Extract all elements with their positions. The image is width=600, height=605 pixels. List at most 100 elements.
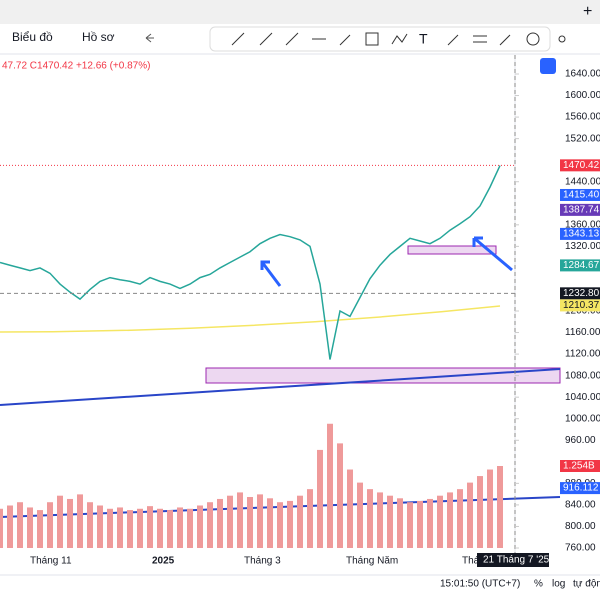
chart-menu[interactable]: Biểu đồ <box>12 30 53 44</box>
volume-bar <box>307 489 313 548</box>
arrow <box>260 260 282 287</box>
volume-bar <box>57 495 63 548</box>
volume-bar <box>77 494 83 548</box>
volume-bar <box>477 476 483 548</box>
volume-bar <box>97 505 103 548</box>
y-tick-label: 1040.00 <box>565 392 600 403</box>
volume-bar <box>407 502 413 548</box>
y-tick-label: 1520.00 <box>565 133 600 144</box>
y-tick-label: 960.00 <box>565 435 596 446</box>
y-tick-label: 1120.00 <box>565 349 600 360</box>
volume-bar <box>257 494 263 548</box>
volume-bar <box>387 495 393 548</box>
crosshair-date-badge <box>477 553 549 567</box>
volume-bar <box>197 505 203 548</box>
volume-bar <box>327 423 333 548</box>
volume-bar <box>177 507 183 548</box>
volume-bar <box>287 500 293 548</box>
y-tick-label: 840.00 <box>565 500 596 511</box>
volume-bar <box>167 510 173 548</box>
price-badge <box>560 203 600 216</box>
price-badge-label: 1232.80 <box>563 288 600 299</box>
volume-bar <box>117 507 123 548</box>
volume-bar <box>397 498 403 548</box>
browser-bar <box>0 0 600 24</box>
price-badge-label: 1284.67 <box>563 260 600 271</box>
auto-scale-button[interactable] <box>540 58 556 74</box>
volume-bar <box>217 498 223 548</box>
volume-bar <box>427 498 433 548</box>
volume-bar <box>47 502 53 548</box>
profile-menu[interactable]: Hồ sơ <box>82 30 115 44</box>
volume-bar <box>317 449 323 548</box>
y-tick-label: 1640.00 <box>565 69 600 80</box>
y-tick-label: 1320.00 <box>565 241 600 252</box>
volume-bar <box>147 506 153 548</box>
volume-bar <box>87 502 93 548</box>
y-tick-label: 1160.00 <box>565 327 600 338</box>
volume-bar <box>207 502 213 548</box>
price-badge-label: 1343.13 <box>563 229 600 240</box>
price-badge <box>560 227 600 240</box>
y-tick-label: 1080.00 <box>565 370 600 381</box>
y-tick-label: 800.00 <box>565 521 596 532</box>
price-badge-label: 1387.74 <box>563 205 600 216</box>
volume-bar <box>67 498 73 548</box>
tool-icons[interactable]: T <box>231 31 566 47</box>
auto-toggle[interactable]: tự độn <box>573 579 600 590</box>
drawing-tools <box>209 26 551 52</box>
undo[interactable] <box>145 33 154 43</box>
volume-bar <box>357 482 363 548</box>
time-label: Tháng 3 <box>244 556 281 567</box>
volume-bar <box>417 500 423 548</box>
trend-line <box>0 368 561 406</box>
volume-bar <box>497 466 503 548</box>
volume-bar <box>7 505 13 548</box>
time-label: 2025 <box>152 556 175 567</box>
y-tick-label: 1440.00 <box>565 176 600 187</box>
volume-bar <box>377 492 383 548</box>
price-badge-label: 1470.42 <box>563 160 600 171</box>
time-label: Tháng Năm <box>346 556 398 567</box>
volume-bar <box>297 495 303 548</box>
zone-box <box>205 367 561 384</box>
price-badge <box>560 188 600 201</box>
volume-bar <box>337 443 343 548</box>
volume-bar <box>237 492 243 548</box>
volume-bar <box>107 508 113 548</box>
price-badge <box>560 299 600 312</box>
arrow <box>472 236 513 272</box>
y-tick-label: 1560.00 <box>565 112 600 123</box>
new-tab[interactable]: + <box>583 3 592 20</box>
volume-bar <box>37 510 43 548</box>
volume-bar <box>187 508 193 548</box>
volume-bar <box>137 508 143 548</box>
volume-bar <box>437 495 443 548</box>
volume-bar <box>27 507 33 548</box>
volume-bar <box>277 502 283 548</box>
volume-bar <box>127 510 133 548</box>
moving-average <box>0 305 501 333</box>
y-tick-label: 1600.00 <box>565 90 600 101</box>
percent-toggle[interactable]: % <box>534 579 543 590</box>
time-axis <box>0 555 600 575</box>
volume-bar <box>447 492 453 548</box>
price-badge <box>560 287 600 300</box>
price-badge <box>560 159 600 172</box>
volume-bar <box>157 508 163 548</box>
log-toggle[interactable]: log <box>552 579 565 590</box>
y-tick-label: 1000.00 <box>565 413 600 424</box>
crosshair-date: 21 Tháng 7 '25 <box>483 555 550 566</box>
price-badge-label: 916.112 <box>563 483 599 494</box>
price-badge-label: 1.254B <box>563 461 595 472</box>
price-line <box>0 165 501 360</box>
volume-bar <box>17 502 23 548</box>
volume-bar <box>467 482 473 548</box>
zone-box <box>407 245 497 255</box>
price-badge <box>560 259 600 272</box>
time-label: Thán <box>462 556 485 567</box>
volume-bar <box>247 496 253 548</box>
volume-bar <box>267 498 273 548</box>
price-badge-label: 1415.40 <box>563 190 600 201</box>
